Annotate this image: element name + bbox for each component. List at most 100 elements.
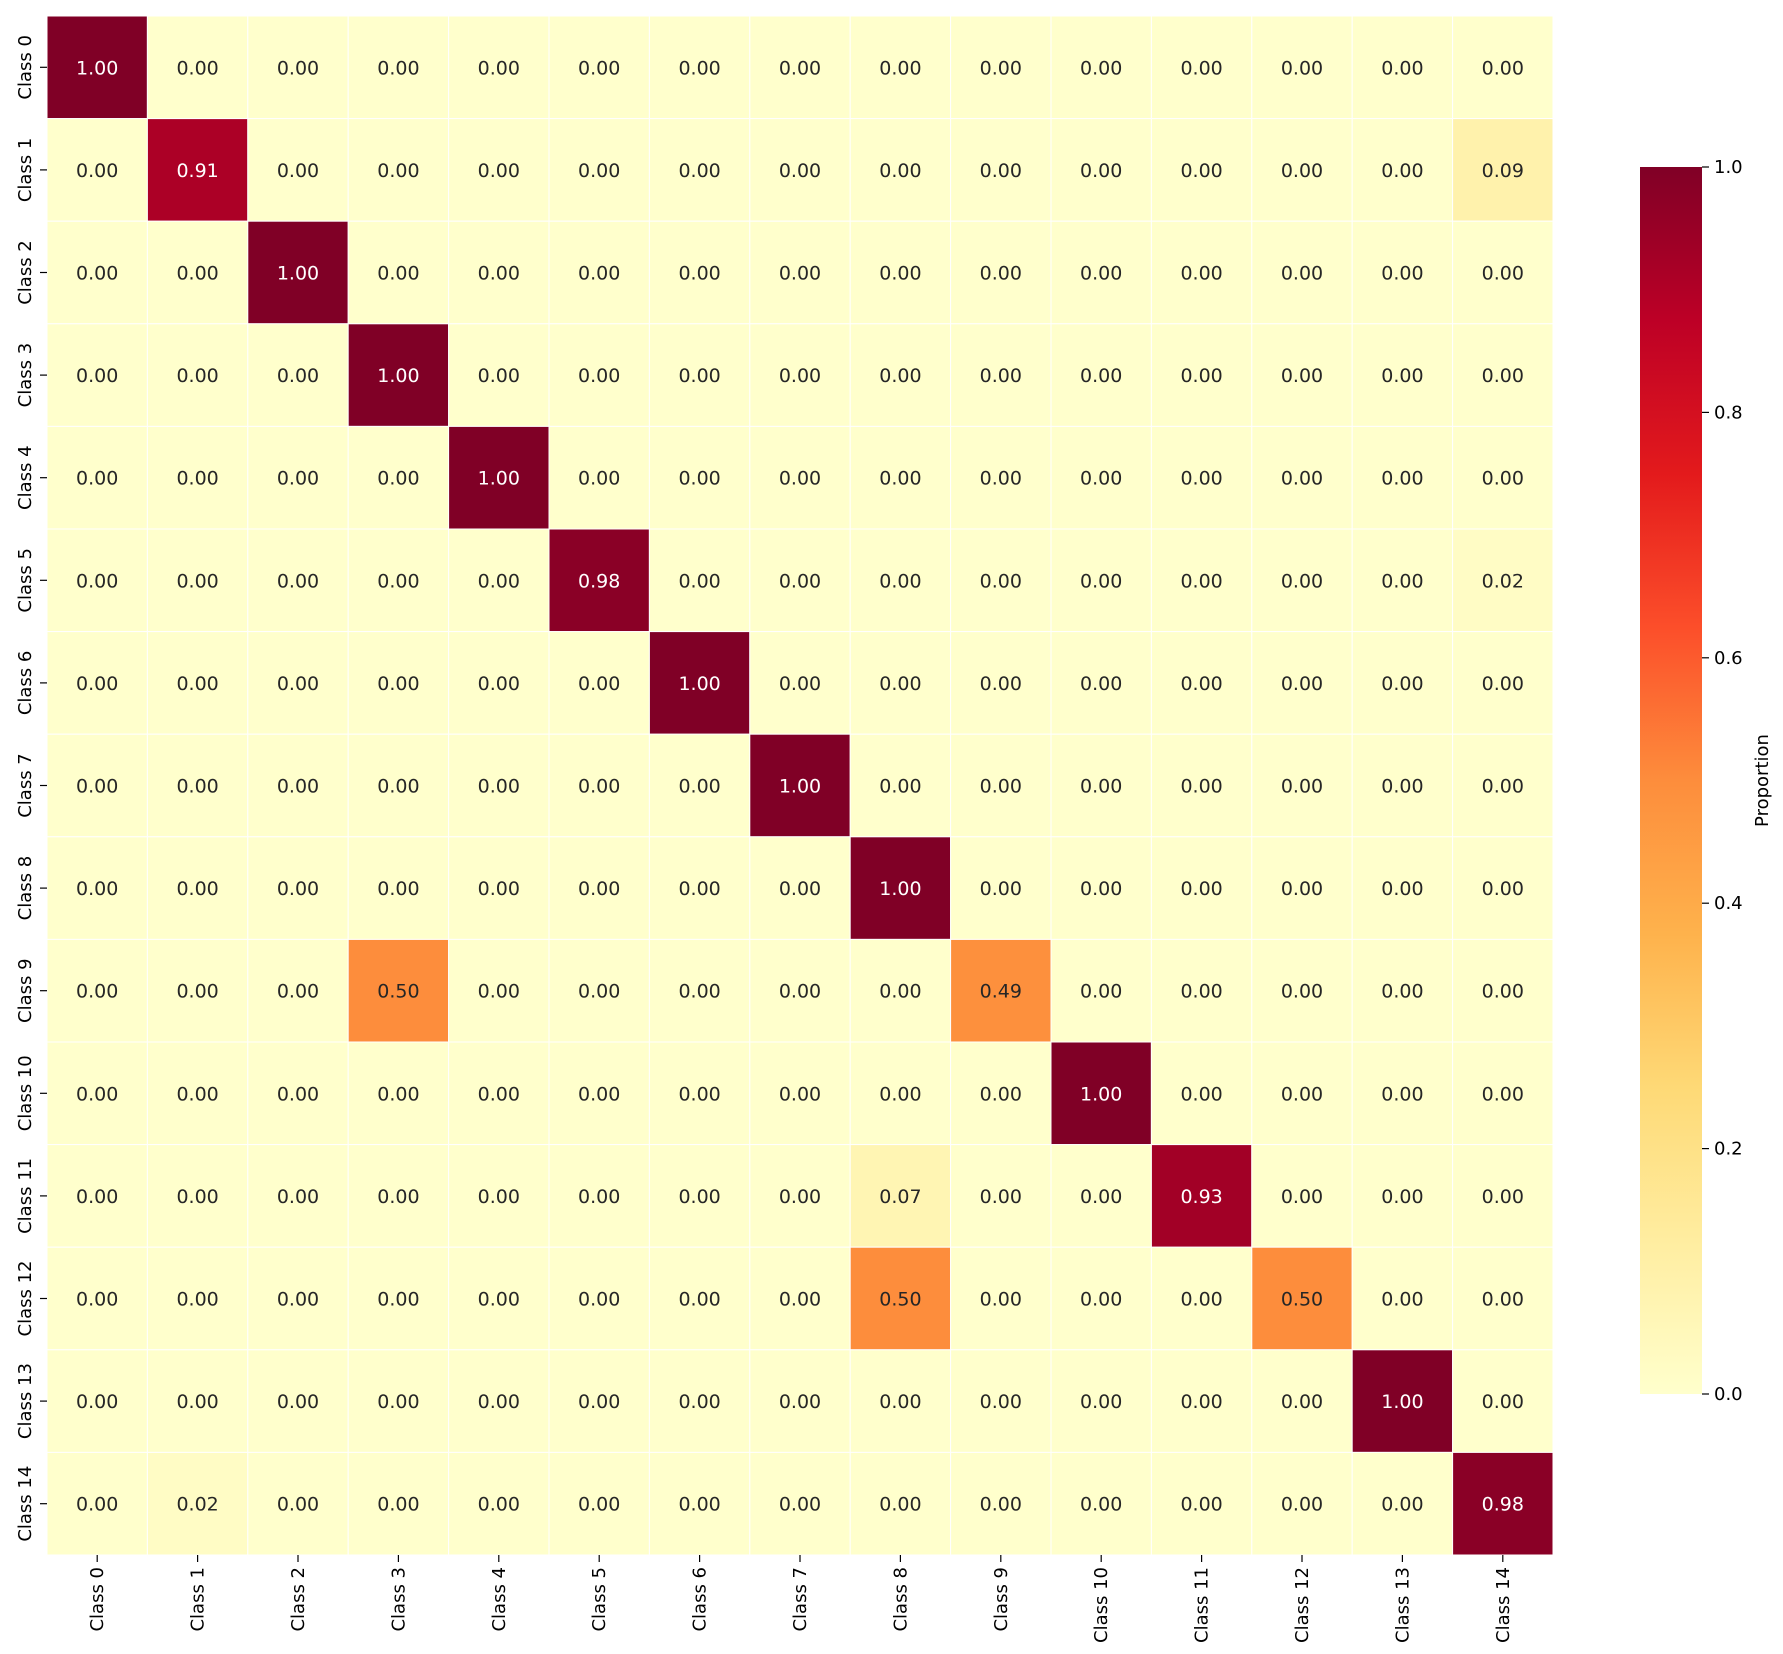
heatmap-cell (1351, 528, 1454, 633)
x-tick-label: Class 0 (87, 1567, 108, 1632)
heatmap-cell (749, 1144, 851, 1248)
heatmap-cell (247, 528, 349, 633)
heatmap-cells: 1.00 0.00 0.00 0.00 0.00 0.00 0.00 0.00 0.00 0.00… (46, 15, 1554, 1556)
cell-value-label: 0.00 (277, 365, 319, 387)
cell-value-label: 1.00 (1080, 1083, 1122, 1105)
heatmap-cell (448, 220, 550, 325)
heatmap-cell (448, 1041, 550, 1146)
cell-value-label: 0.00 (1381, 57, 1423, 79)
cell-value-label: 0.00 (1281, 160, 1323, 182)
heatmap-cell (146, 1041, 249, 1146)
heatmap-cell (849, 323, 952, 427)
cell-value-label: 0.00 (478, 57, 520, 79)
heatmap-cell (1050, 1246, 1152, 1351)
y-tick-label: Class 1 (15, 138, 36, 203)
y-tick-label: Class 8 (15, 856, 36, 921)
colorbar-label: Proportion (1752, 734, 1773, 827)
heatmap-cell (1150, 1246, 1253, 1351)
heatmap-cell (1050, 733, 1152, 838)
cell-value-label: 0.00 (176, 1186, 218, 1208)
cell-value-label: 0.00 (1281, 1083, 1323, 1105)
heatmap-cell (950, 1349, 1052, 1453)
heatmap-cell (548, 118, 650, 222)
heatmap-cell (1150, 528, 1253, 633)
y-tick-label: Class 11 (15, 1158, 36, 1234)
y-tick-label: Class 14 (15, 1466, 36, 1542)
cell-value-label: 0.07 (879, 1186, 921, 1208)
heatmap-cell (1452, 836, 1554, 940)
y-tick-label: Class 7 (15, 753, 36, 818)
cell-value-label: 0.00 (377, 263, 419, 285)
heatmap-cell (1351, 938, 1454, 1043)
x-axis-tick-labels: Class 0 Class 1 Class 2 Class 3 Class 4 Class… (87, 1555, 1514, 1643)
x-tick-label: Class 5 (589, 1567, 610, 1632)
heatmap-cell (749, 733, 851, 838)
heatmap-cell (749, 836, 851, 940)
cell-value-label: 0.00 (76, 1083, 118, 1105)
cell-value-label: 0.00 (1482, 981, 1524, 1003)
cell-value-label: 0.00 (176, 365, 218, 387)
heatmap-cell (247, 1451, 349, 1556)
colorbar-gradient (1640, 167, 1702, 1394)
y-tick-label: Class 10 (15, 1055, 36, 1131)
cell-value-label: 0.00 (678, 1289, 720, 1311)
heatmap-cell (648, 836, 751, 940)
cell-value-label: 0.00 (1080, 1391, 1122, 1413)
y-tick-label: Class 2 (15, 240, 36, 305)
heatmap-cell (1452, 15, 1554, 120)
cell-value-label: 0.00 (478, 1494, 520, 1516)
cell-value-label: 0.00 (980, 1494, 1022, 1516)
heatmap-cell (46, 528, 148, 633)
cell-value-label: 0.00 (1180, 570, 1222, 592)
colorbar-tick-label: 0.6 (1714, 648, 1743, 669)
heatmap-cell (950, 118, 1052, 222)
cell-value-label: 0.00 (176, 263, 218, 285)
heatmap-cell (247, 323, 349, 427)
heatmap-cell (1150, 220, 1253, 325)
cell-value-label: 0.00 (76, 1186, 118, 1208)
y-tick-label: Class 13 (15, 1363, 36, 1439)
cell-value-label: 1.00 (779, 776, 821, 798)
cell-value-label: 0.02 (1482, 570, 1524, 592)
colorbar-tick-label: 0.4 (1714, 893, 1743, 914)
cell-value-label: 0.00 (779, 570, 821, 592)
x-tick-label: Class 6 (690, 1567, 711, 1632)
cell-value-label: 0.00 (678, 57, 720, 79)
cell-value-label: 0.00 (377, 468, 419, 490)
cell-value-label: 0.00 (1180, 57, 1222, 79)
cell-value-label: 0.00 (1482, 57, 1524, 79)
cell-value-label: 0.00 (176, 1391, 218, 1413)
heatmap-cell (749, 1451, 851, 1556)
cell-value-label: 1.00 (1381, 1391, 1423, 1413)
cell-value-label: 0.00 (879, 673, 921, 695)
x-tick-label: Class 14 (1493, 1567, 1514, 1643)
heatmap-cell (849, 836, 952, 940)
cell-value-label: 0.00 (1281, 776, 1323, 798)
cell-value-label: 0.00 (377, 1083, 419, 1105)
cell-value-label: 0.00 (1080, 981, 1122, 1003)
heatmap-cell (46, 733, 148, 838)
cell-value-label: 0.00 (1381, 468, 1423, 490)
heatmap-cell (950, 938, 1052, 1043)
cell-value-label: 0.00 (980, 57, 1022, 79)
cell-value-label: 0.00 (578, 673, 620, 695)
cell-value-label: 0.00 (879, 263, 921, 285)
colorbar-tick-label: 1.0 (1714, 157, 1743, 178)
heatmap-cell (749, 1246, 851, 1351)
heatmap-cell (46, 323, 148, 427)
heatmap-cell (548, 15, 650, 120)
cell-value-label: 0.00 (478, 1083, 520, 1105)
heatmap-cell (448, 118, 550, 222)
cell-value-label: 0.00 (478, 1186, 520, 1208)
heatmap-cell (247, 1144, 349, 1248)
heatmap-cell (1452, 118, 1554, 222)
heatmap-cell (347, 1246, 450, 1351)
heatmap-cell (749, 938, 851, 1043)
heatmap-cell (849, 528, 952, 633)
cell-value-label: 0.00 (1180, 1083, 1222, 1105)
x-tick-label: Class 7 (790, 1567, 811, 1632)
heatmap-cell (1251, 425, 1353, 530)
cell-value-label: 0.00 (980, 673, 1022, 695)
cell-value-label: 0.00 (779, 1391, 821, 1413)
heatmap-cell (1150, 631, 1253, 735)
